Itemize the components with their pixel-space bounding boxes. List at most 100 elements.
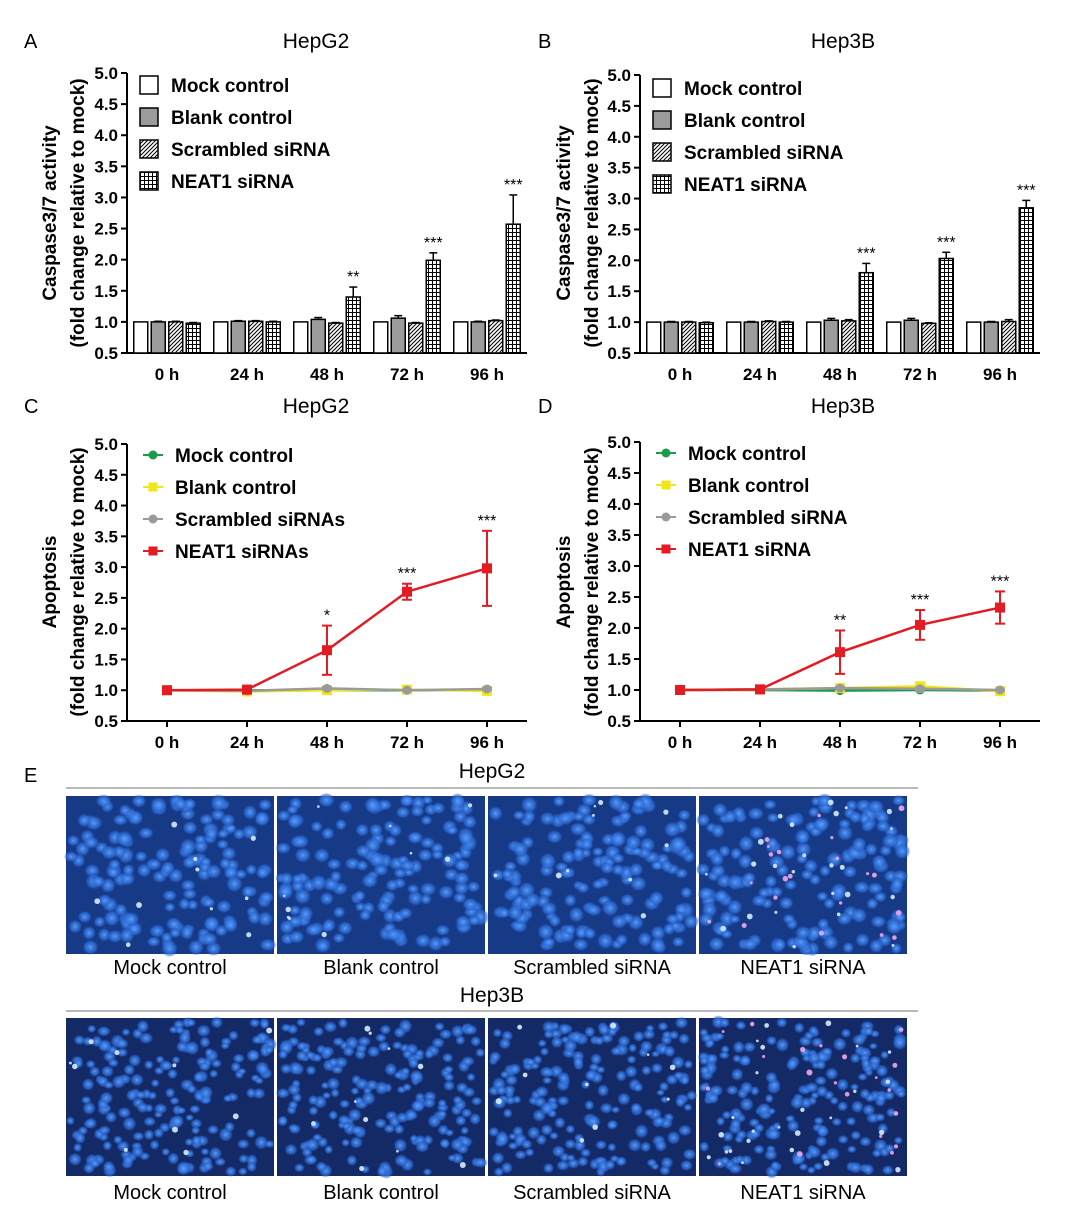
- bar: [505, 223, 521, 354]
- x-tick-label: 0 h: [668, 733, 693, 752]
- cell: [313, 847, 331, 863]
- cell: [808, 1025, 819, 1036]
- x-tick-label: 48 h: [310, 733, 344, 752]
- cell: [728, 914, 741, 924]
- cell: [683, 1103, 693, 1112]
- cell: [419, 881, 437, 897]
- cell: [766, 812, 780, 824]
- cell: [682, 913, 700, 930]
- y-tick-label: 3.5: [94, 157, 118, 176]
- cell: [374, 1117, 388, 1129]
- bright-spot: [899, 1027, 904, 1032]
- legend-label: Mock control: [171, 76, 289, 97]
- bright-spot: [266, 1027, 273, 1034]
- cell: [789, 1095, 805, 1110]
- cell: [160, 939, 179, 958]
- x-tick-label: 72 h: [390, 365, 424, 384]
- cell: [357, 1035, 372, 1047]
- bar: [488, 319, 504, 354]
- bright-spot: [751, 861, 757, 867]
- micrograph-caption: Scrambled siRNA: [513, 957, 671, 979]
- cell: [609, 830, 627, 848]
- cell: [714, 1032, 725, 1041]
- cell: [143, 1059, 154, 1070]
- bright-spot: [830, 836, 834, 840]
- cell: [502, 1108, 513, 1119]
- cell: [337, 920, 354, 936]
- cell: [102, 1160, 116, 1173]
- chart-panel-b: B Hep3B Caspase3/7 activity (fold change re…: [538, 30, 1040, 384]
- cell: [537, 1039, 547, 1048]
- cell: [286, 813, 303, 830]
- bright-spot: [592, 1124, 598, 1130]
- cell: [90, 1035, 103, 1048]
- cell: [668, 1030, 680, 1040]
- data-point: [995, 602, 1005, 613]
- data-point: [995, 685, 1005, 695]
- cell: [67, 919, 83, 934]
- cell: [167, 1152, 180, 1165]
- cell: [719, 1017, 731, 1028]
- cell: [588, 1062, 600, 1072]
- cell: [132, 1131, 145, 1142]
- cell: [374, 1033, 387, 1043]
- cell: [473, 1157, 488, 1169]
- cell: [324, 1144, 334, 1155]
- bright-spot: [833, 1081, 837, 1085]
- x-tick-label: 96 h: [983, 365, 1017, 384]
- cell: [663, 821, 682, 838]
- y-axis-label: Apoptosis: [40, 536, 61, 629]
- cell: [585, 903, 603, 917]
- bright-spot: [776, 849, 782, 855]
- cell: [654, 1139, 668, 1152]
- x-tick-label: 96 h: [983, 733, 1017, 752]
- y-tick-label: 1.0: [607, 313, 631, 332]
- cell: [230, 1061, 242, 1073]
- cell: [735, 1020, 747, 1031]
- bright-spot: [396, 1149, 399, 1153]
- y-tick-label: 3.0: [94, 188, 118, 207]
- cell: [208, 1146, 223, 1161]
- cell: [200, 1147, 210, 1156]
- cell: [548, 914, 562, 928]
- bright-spot: [172, 1126, 178, 1133]
- cell: [627, 1138, 643, 1153]
- cell: [499, 1070, 510, 1079]
- cell: [775, 1037, 790, 1053]
- legend-label: Scrambled siRNA: [688, 508, 848, 529]
- cell: [583, 927, 597, 940]
- cell: [199, 1036, 211, 1049]
- cell: [77, 813, 92, 828]
- cell: [287, 1100, 299, 1110]
- y-tick-label: 5.0: [94, 435, 118, 454]
- bright-spot: [746, 913, 753, 920]
- bright-spot: [844, 806, 848, 810]
- cell: [96, 1025, 112, 1037]
- significance-mark: ***: [424, 235, 443, 252]
- cell: [165, 916, 183, 932]
- micrograph-panel: E HepG2 Mock control Blank control Scrambled…: [24, 760, 918, 1204]
- cell: [637, 931, 653, 948]
- cell: [198, 1061, 211, 1072]
- bar: [806, 321, 822, 354]
- cell: [317, 792, 336, 808]
- y-tick-label: 2.0: [607, 251, 631, 270]
- bright-spot: [123, 1147, 128, 1152]
- cell: [437, 884, 455, 900]
- panel-letter: C: [24, 396, 38, 418]
- cell: [363, 796, 381, 814]
- y-tick-label: 0.5: [94, 344, 118, 363]
- bright-spot: [706, 1155, 711, 1160]
- cell: [320, 826, 335, 841]
- cell: [539, 1066, 554, 1078]
- cell: [384, 1062, 398, 1077]
- legend-label: Mock control: [688, 444, 806, 465]
- bar: [858, 271, 874, 354]
- cell: [192, 1071, 205, 1083]
- cell: [813, 1116, 825, 1125]
- chart-title: Hep3B: [811, 395, 875, 418]
- cell: [188, 1104, 201, 1114]
- cell: [131, 794, 147, 808]
- cell: [178, 897, 191, 911]
- cell: [556, 810, 574, 826]
